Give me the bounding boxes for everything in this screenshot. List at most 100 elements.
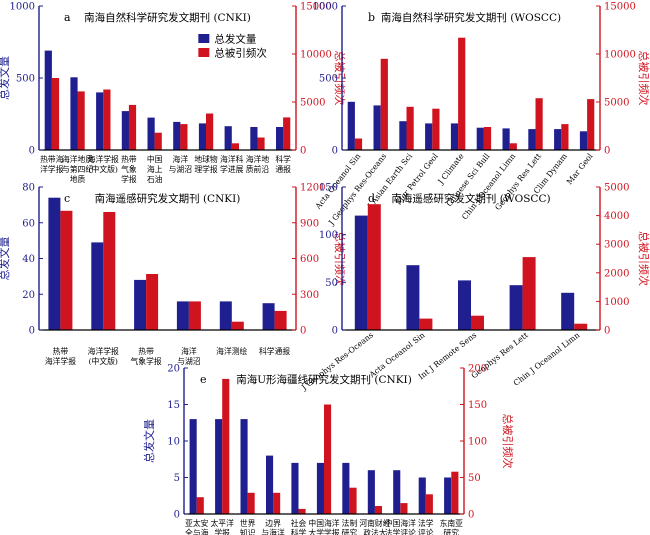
bar-a-articles-8 [250, 127, 258, 150]
ticklabel-right-d-2: 2000 [604, 268, 629, 279]
xlabel-a-4-line-2: 石油 [147, 174, 163, 184]
xlabel-c-2-line-0: 热带 [138, 346, 154, 356]
bar-c-citations-2 [146, 274, 159, 330]
bar-e-citations-0 [196, 497, 204, 514]
ticklabel-left-c-3: 60 [22, 218, 35, 229]
xlabel-c-3-line-1: 与湖沼 [177, 357, 201, 366]
ylabel-right-d: 总被引频次 [637, 231, 650, 286]
bar-b-citations-7 [535, 98, 543, 150]
legend-label-citations: 总被引频次 [214, 47, 267, 60]
bar-e-articles-7 [367, 470, 375, 514]
xlabel-a-1-line-0: 海洋地质 [62, 154, 93, 164]
bar-d-citations-2 [471, 315, 484, 330]
bar-d-citations-3 [522, 257, 536, 330]
ticklabel-right-a-0: 0 [300, 146, 306, 157]
xlabel-e-1-line-1: 学报 [214, 528, 230, 535]
bar-c-articles-1 [91, 242, 104, 330]
bar-e-citations-9 [425, 494, 433, 514]
ylabel-right-e: 总被引频次 [501, 414, 515, 469]
bar-c-citations-1 [103, 212, 116, 330]
xlabel-c-4-line-0: 海洋测绘 [216, 346, 247, 356]
bar-c-articles-5 [262, 303, 275, 330]
xlabel-a-4-line-0: 中国 [147, 154, 163, 164]
xlabel-e-2-line-1: 知识 [240, 528, 256, 535]
xlabel-e-9-line-0: 法学 [418, 518, 434, 528]
xlabel-a-5-line-1: 与湖沼 [169, 165, 193, 174]
bar-a-articles-4 [147, 117, 155, 150]
ticklabel-left-b-2: 1000 [313, 2, 338, 13]
bar-e-articles-5 [316, 462, 324, 514]
bar-b-articles-3 [425, 123, 433, 150]
xlabel-e-4-line-0: 社会 [291, 518, 307, 528]
bar-b-articles-9 [579, 131, 588, 150]
bar-e-citations-7 [374, 506, 382, 514]
ticklabel-left-d-3: 150 [319, 183, 338, 194]
ticklabel-right-d-3: 3000 [604, 240, 629, 251]
xlabel-e-7-line-0: 河南财经 [359, 518, 390, 528]
bar-b-articles-8 [554, 129, 562, 150]
ticklabel-right-d-4: 4000 [604, 211, 629, 222]
title-e: 南海U形海疆线研究发文期刊 (CNKI) [236, 373, 412, 386]
ticklabel-right-d-0: 0 [604, 326, 610, 337]
ticklabel-right-b-0: 0 [604, 146, 610, 157]
bar-e-citations-4 [298, 508, 306, 514]
title-c: 南海遥感研究发文期刊 (CNKI) [95, 192, 241, 205]
bar-d-articles-0 [354, 215, 368, 330]
bar-b-citations-6 [509, 143, 517, 150]
bar-d-articles-3 [509, 285, 523, 330]
bar-a-citations-2 [103, 89, 111, 150]
xlabel-a-3-line-1: 气象 [121, 164, 137, 174]
xlabel-e-2-line-0: 世界 [240, 518, 256, 528]
bar-b-citations-4 [458, 37, 466, 151]
bar-a-articles-7 [224, 126, 232, 150]
xlabel-e-3-line-0: 边界 [265, 519, 281, 528]
ticklabel-left-e-0: 0 [174, 510, 180, 521]
bar-b-citations-3 [432, 108, 440, 150]
xlabel-e-4-line-1: 科学 [291, 528, 307, 535]
bar-d-articles-1 [406, 265, 420, 330]
legend-swatch-articles [198, 34, 210, 43]
xlabel-e-9-line-1: 评论 [418, 528, 434, 535]
bar-b-citations-2 [406, 106, 414, 150]
xlabel-a-0-line-0: 热带海 [40, 154, 64, 164]
ticklabel-right-d-1: 1000 [604, 297, 629, 308]
xlabel-a-6-line-0: 地球物 [194, 154, 218, 164]
ticklabel-left-b-1: 500 [319, 74, 338, 85]
xlabel-c-3-line-0: 海洋 [181, 346, 197, 356]
ticklabel-left-a-0: 0 [29, 146, 35, 157]
bar-a-citations-5 [180, 124, 188, 150]
bar-d-citations-1 [419, 318, 433, 330]
ticklabel-right-b-1: 5000 [604, 98, 629, 109]
bar-b-articles-4 [450, 123, 459, 150]
bar-c-articles-4 [219, 301, 232, 330]
xlabel-a-7-line-0: 海洋科 [220, 154, 244, 164]
bar-a-citations-9 [283, 117, 291, 150]
title-d: 南海遥感研究发文期刊 (WOSCC) [391, 192, 550, 205]
ticklabel-left-a-2: 1000 [10, 2, 35, 13]
ticklabel-right-c-3: 900 [300, 218, 319, 229]
bar-e-articles-8 [393, 470, 401, 514]
bar-b-articles-5 [476, 127, 484, 150]
ticklabel-left-c-4: 80 [22, 183, 35, 194]
xlabel-a-1-line-1: 与第四纪 [62, 164, 93, 174]
xlabel-e-6-line-1: 研究 [342, 528, 358, 535]
bar-e-articles-0 [189, 419, 197, 514]
bar-a-citations-8 [257, 137, 265, 150]
ticklabel-right-c-0: 0 [300, 326, 306, 337]
xlabel-e-0-line-0: 亚太安 [185, 518, 209, 528]
ticklabel-left-e-1: 5 [174, 473, 180, 484]
ticklabel-left-c-0: 0 [29, 326, 35, 337]
title-b: 南海自然科学研究发文期刊 (WOSCC) [381, 11, 561, 24]
bar-a-citations-7 [231, 143, 239, 150]
ticklabel-right-a-3: 15000 [300, 2, 332, 13]
bar-a-articles-3 [121, 111, 129, 150]
ylabel-right-c: 总被引频次 [333, 231, 347, 286]
bar-a-articles-9 [276, 127, 284, 150]
ticklabel-left-e-4: 20 [167, 364, 180, 375]
xlabel-a-1-line-2: 地质 [70, 174, 86, 184]
xlabel-a-8-line-1: 质前沿 [246, 164, 270, 174]
bar-e-citations-3 [273, 492, 281, 514]
xlabel-a-2-line-1: (中文版) [89, 164, 118, 174]
bar-b-articles-7 [528, 129, 536, 150]
